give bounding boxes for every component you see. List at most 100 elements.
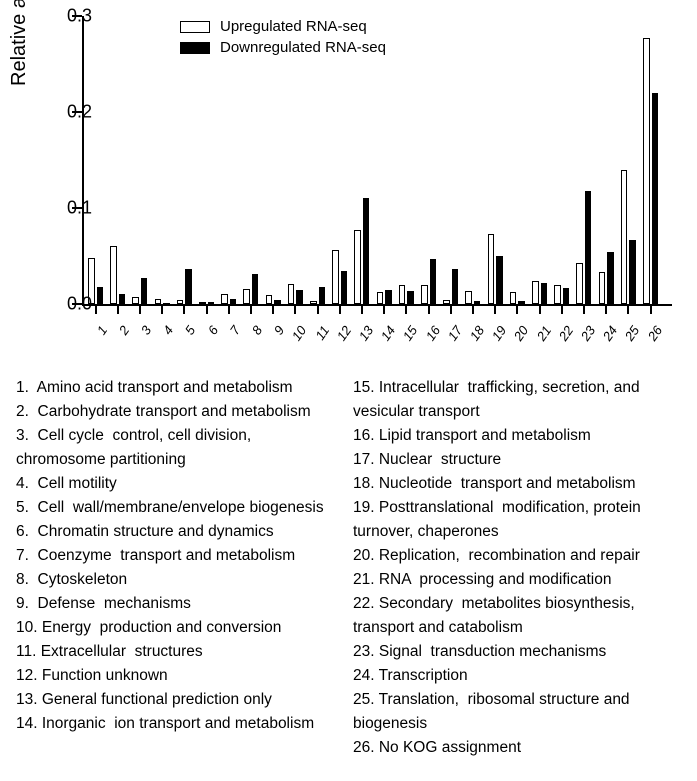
bar-downregulated: [407, 291, 414, 304]
legend-label: Upregulated RNA-seq: [220, 18, 367, 35]
category-item: 24. Transcription: [353, 664, 684, 688]
bar-upregulated: [132, 297, 139, 304]
bar-downregulated: [296, 290, 303, 304]
category-item: 2. Carbohydrate transport and metabolism: [16, 400, 347, 424]
bar-group: 17: [443, 16, 458, 304]
bar-upregulated: [488, 234, 495, 304]
bar-upregulated: [177, 300, 184, 304]
category-item: 10. Energy production and conversion: [16, 616, 347, 640]
category-item: 18. Nucleotide transport and metabolism: [353, 472, 684, 496]
bar-downregulated: [252, 274, 259, 304]
category-item: 3. Cell cycle control, cell division, ch…: [16, 424, 347, 472]
x-tick: [272, 306, 274, 314]
x-tick-label: 24: [591, 323, 620, 356]
x-tick: [539, 306, 541, 314]
x-tick: [139, 306, 141, 314]
bar-upregulated: [643, 38, 650, 304]
category-item: 26. No KOG assignment: [353, 736, 684, 760]
y-tick-label: 0.3: [32, 6, 92, 27]
bar-upregulated: [554, 285, 561, 304]
bar-upregulated: [332, 250, 339, 304]
x-tick-label: 6: [191, 323, 220, 356]
x-tick: [183, 306, 185, 314]
y-axis-label: Relative abundance: [8, 0, 31, 86]
bar-upregulated: [221, 294, 228, 304]
x-tick: [405, 306, 407, 314]
category-item: 15. Intracellular trafficking, secretion…: [353, 376, 684, 424]
bar-upregulated: [510, 292, 517, 304]
bar-downregulated: [341, 271, 348, 304]
bar-group: 19: [488, 16, 503, 304]
x-tick: [583, 306, 585, 314]
bar-upregulated: [266, 295, 273, 304]
x-tick-label: 10: [280, 323, 309, 356]
bar-downregulated: [585, 191, 592, 304]
bar-downregulated: [185, 269, 192, 304]
bar-downregulated: [163, 303, 170, 304]
x-tick: [450, 306, 452, 314]
bar-downregulated: [496, 256, 503, 304]
category-item: 12. Function unknown: [16, 664, 347, 688]
legend-label: Downregulated RNA-seq: [220, 39, 386, 56]
x-tick-label: 11: [302, 323, 331, 356]
bar-downregulated: [319, 287, 326, 304]
x-tick: [250, 306, 252, 314]
bar-group: 22: [554, 16, 569, 304]
bar-downregulated: [363, 198, 370, 304]
legend: Upregulated RNA-seq Downregulated RNA-se…: [180, 18, 386, 60]
bar-downregulated: [563, 288, 570, 304]
bar-downregulated: [208, 302, 215, 304]
bar-downregulated: [518, 301, 525, 304]
x-tick-label: 14: [369, 323, 398, 356]
bar-group: 16: [421, 16, 436, 304]
bar-group: 21: [532, 16, 547, 304]
bar-upregulated: [155, 299, 162, 304]
x-tick-label: 17: [435, 323, 464, 356]
category-item: 19. Posttranslational modification, prot…: [353, 496, 684, 544]
legend-swatch-down-icon: [180, 42, 210, 54]
bar-upregulated: [243, 289, 250, 304]
x-tick-label: 16: [413, 323, 442, 356]
x-tick: [516, 306, 518, 314]
x-tick: [472, 306, 474, 314]
x-tick-label: 12: [324, 323, 353, 356]
x-tick-label: 2: [102, 323, 131, 356]
x-tick: [161, 306, 163, 314]
x-tick: [317, 306, 319, 314]
category-item: 20. Replication, recombination and repai…: [353, 544, 684, 568]
x-tick: [605, 306, 607, 314]
category-item: 25. Translation, ribosomal structure and…: [353, 688, 684, 736]
bar-group: 20: [510, 16, 525, 304]
bar-downregulated: [541, 283, 548, 304]
y-tick-label: 0.2: [32, 102, 92, 123]
x-tick-label: 8: [236, 323, 265, 356]
category-item: 14. Inorganic ion transport and metaboli…: [16, 712, 347, 736]
bar-group: 2: [110, 16, 125, 304]
category-item: 22. Secondary metabolites biosynthesis, …: [353, 592, 684, 640]
x-tick-label: 4: [147, 323, 176, 356]
x-tick: [650, 306, 652, 314]
bar-downregulated: [629, 240, 636, 304]
bar-downregulated: [385, 290, 392, 304]
bar-group: 25: [621, 16, 636, 304]
category-column-left: 1. Amino acid transport and metabolism2.…: [16, 376, 347, 760]
bar-downregulated: [452, 269, 459, 304]
bar-upregulated: [532, 281, 539, 304]
bar-upregulated: [199, 302, 206, 304]
bar-group: 4: [155, 16, 170, 304]
bar-upregulated: [310, 301, 317, 304]
x-tick-label: 7: [213, 323, 242, 356]
y-tick-label: 0.1: [32, 198, 92, 219]
bar-group: 18: [465, 16, 480, 304]
category-list: 1. Amino acid transport and metabolism2.…: [16, 376, 684, 760]
x-tick-label: 22: [546, 323, 575, 356]
bar-upregulated: [110, 246, 117, 304]
bar-upregulated: [288, 284, 295, 304]
bar-group: 26: [643, 16, 658, 304]
bar-downregulated: [141, 278, 148, 304]
x-tick-label: 1: [80, 323, 109, 356]
category-item: 23. Signal transduction mechanisms: [353, 640, 684, 664]
x-tick-label: 13: [347, 323, 376, 356]
y-tick-label: 0.0: [32, 294, 92, 315]
category-column-right: 15. Intracellular trafficking, secretion…: [353, 376, 684, 760]
